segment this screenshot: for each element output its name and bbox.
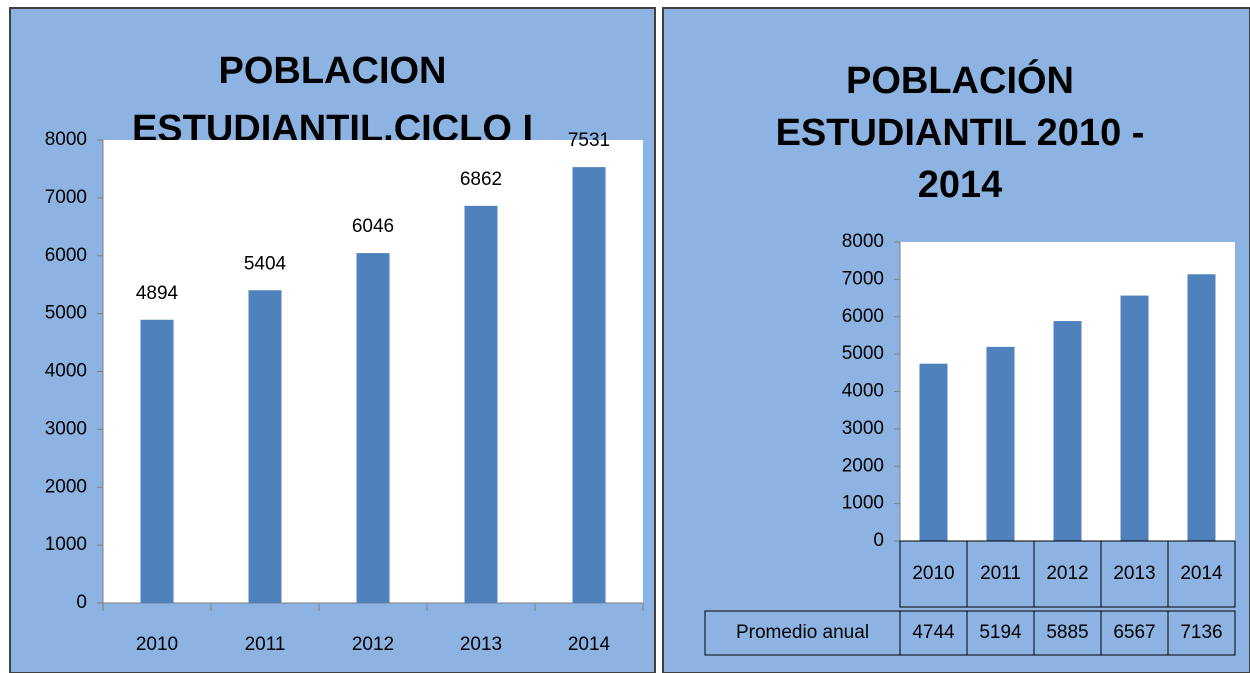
bar — [572, 167, 606, 603]
y-tick-label: 0 — [873, 530, 884, 551]
y-tick-label: 3000 — [45, 418, 87, 439]
x-tick-label: 2013 — [1113, 563, 1156, 584]
bar — [464, 205, 498, 603]
table-value: 5885 — [1046, 622, 1089, 643]
table-cell — [704, 610, 901, 656]
table-value: 5194 — [979, 622, 1022, 643]
y-tick-label: 6000 — [45, 245, 87, 266]
table-value-box: 4744 — [912, 622, 955, 643]
table-value-box: 6567 — [1113, 622, 1156, 643]
x-tick-label: 2013 — [460, 634, 502, 655]
series-name: Promedio anual — [735, 622, 870, 643]
data-label: 4894 — [136, 283, 179, 304]
x-tick-label-box: 2011 — [980, 563, 1021, 584]
table-value-box: 7136 — [1180, 622, 1223, 643]
table-value-box: 5885 — [1046, 622, 1089, 643]
table-cell — [1167, 540, 1236, 608]
table-cell — [1167, 610, 1236, 656]
data-label: 6862 — [460, 169, 502, 190]
y-tick-label: 2000 — [45, 476, 87, 497]
x-tick-label-box: 2013 — [1113, 563, 1156, 584]
data-label: 6046 — [352, 216, 394, 237]
table-value: 6567 — [1113, 622, 1156, 643]
data-label: 7531 — [568, 130, 610, 151]
x-tick-label: 2014 — [1180, 563, 1223, 584]
bar — [1120, 295, 1149, 541]
y-tick-label: 8000 — [45, 129, 87, 150]
data-label: 5404 — [244, 253, 287, 274]
y-tick-label: 1000 — [45, 534, 87, 555]
bar — [356, 253, 390, 603]
y-tick-label: 5000 — [45, 303, 87, 324]
bar — [248, 290, 282, 603]
y-tick-label: 6000 — [842, 306, 884, 327]
chart-title: POBLACIÓN ESTUDIANTIL 2010 - 2014 — [775, 59, 1145, 206]
table-value: 4744 — [912, 622, 955, 643]
bar — [1187, 274, 1216, 541]
x-tick-label: 2011 — [980, 563, 1021, 584]
y-tick-label: 4000 — [45, 361, 87, 382]
bar — [919, 363, 948, 541]
x-tick-label: 2012 — [352, 634, 394, 655]
x-tick-label: 2014 — [568, 634, 611, 655]
y-tick-label: 8000 — [842, 231, 884, 252]
table-value: 7136 — [1180, 622, 1223, 643]
y-tick-label: 5000 — [842, 343, 884, 364]
x-tick-label: 2010 — [136, 634, 178, 655]
x-tick-label-box: 2012 — [1046, 563, 1089, 584]
y-tick-label: 7000 — [842, 268, 884, 289]
y-tick-label: 0 — [76, 592, 87, 613]
x-tick-label: 2011 — [245, 634, 286, 655]
y-tick-label: 1000 — [842, 493, 884, 514]
bar — [1053, 321, 1082, 541]
x-tick-label: 2010 — [912, 563, 955, 584]
y-tick-label: 3000 — [842, 418, 884, 439]
y-tick-label: 7000 — [45, 187, 87, 208]
bar — [140, 319, 174, 603]
chart-title-box: POBLACIÓN ESTUDIANTIL 2010 - 2014 — [775, 59, 1145, 206]
x-tick-label-box: 2014 — [1180, 563, 1223, 584]
x-tick-label: 2012 — [1046, 563, 1089, 584]
table-value-box: 5194 — [979, 622, 1022, 643]
x-tick-label-box: 2010 — [912, 563, 955, 584]
series-name-box: Promedio anual — [735, 622, 870, 643]
bar — [986, 346, 1015, 541]
y-tick-label: 4000 — [842, 381, 884, 402]
y-tick-label: 2000 — [842, 455, 884, 476]
